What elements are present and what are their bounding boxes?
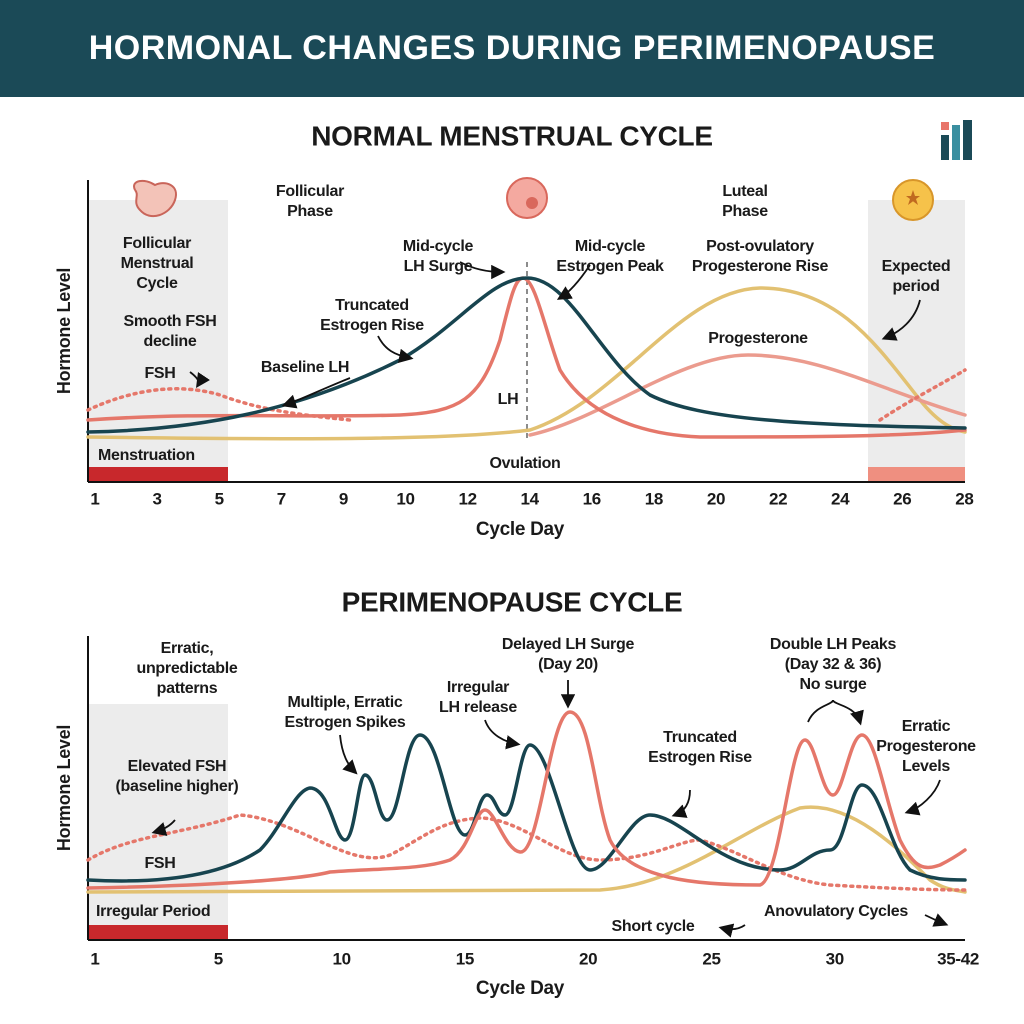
annotation: Delayed LH Surge — [502, 636, 635, 653]
annotation: Progesterone — [708, 330, 808, 347]
annotation: Follicular — [123, 235, 191, 252]
annotation: Double LH Peaks — [770, 636, 897, 653]
estrogen-curve — [86, 710, 967, 890]
menstruation-zone — [88, 200, 228, 482]
annotation: Estrogen Rise — [648, 749, 752, 766]
x-tick-label: 30 — [826, 949, 844, 968]
annotation: Follicular — [276, 183, 344, 200]
lh-curve — [86, 276, 967, 434]
annotation: FSH — [144, 365, 175, 382]
x-axis-label: Cycle Day — [476, 978, 565, 999]
x-tick-label: 35-42 — [937, 949, 979, 968]
header-band — [0, 0, 1024, 97]
annotation: period — [892, 278, 939, 295]
lh-curve — [86, 733, 967, 883]
annotation: Mid-cycle — [403, 238, 474, 255]
annotation: FSH — [144, 855, 175, 872]
annotation: Menstruation — [98, 447, 195, 464]
annotation: Levels — [902, 758, 950, 775]
annotation: Elevated FSH — [128, 758, 227, 775]
annotation: Estrogen Rise — [320, 317, 424, 334]
annotation: Erratic, — [161, 640, 214, 657]
x-tick-label: 1 — [90, 949, 99, 968]
x-tick-label: 7 — [277, 489, 286, 508]
x-tick-label: 5 — [215, 489, 224, 508]
annotation: LH Surge — [404, 258, 473, 275]
annotation: Post-ovulatory — [706, 238, 814, 255]
annotation: Menstrual — [121, 255, 194, 272]
annotation: Mid-cycle — [575, 238, 646, 255]
annotation: LH release — [439, 699, 517, 716]
annotation: Progesterone — [876, 738, 976, 755]
annotation: (Day 32 & 36) — [785, 656, 882, 673]
annotation: Ovulation — [489, 455, 560, 472]
x-tick-label: 15 — [456, 949, 474, 968]
x-axis-label: Cycle Day — [476, 519, 565, 540]
fsh-curve — [86, 813, 967, 892]
annotation: Phase — [287, 203, 333, 220]
x-tick-label: 10 — [332, 949, 350, 968]
arrows — [151, 680, 949, 938]
annotation: Short cycle — [612, 918, 695, 935]
annotation: (baseline higher) — [116, 778, 239, 795]
annotation: Phase — [722, 203, 768, 220]
annotation: patterns — [157, 680, 218, 697]
page-title: HORMONAL CHANGES DURING PERIMENOPAUSE — [89, 29, 936, 67]
x-tick-label: 5 — [214, 949, 223, 968]
chart-title: PERIMENOPAUSE CYCLE — [342, 586, 683, 617]
x-tick-label: 22 — [769, 489, 787, 508]
arrows — [189, 261, 921, 409]
annotation: Truncated — [663, 729, 737, 746]
annotation: Luteal — [722, 183, 767, 200]
annotation: Anovulatory Cycles — [764, 903, 908, 920]
annotation: Truncated — [335, 297, 409, 314]
annotation: LH — [498, 391, 519, 408]
x-tick-label: 12 — [458, 489, 476, 508]
y-axis-label: Hormone Level — [54, 268, 74, 394]
period-bar — [868, 467, 965, 482]
x-tick-label: 16 — [583, 489, 601, 508]
annotation: Baseline LH — [261, 359, 349, 376]
x-tick-label: 26 — [893, 489, 911, 508]
progesterone-curve — [86, 286, 967, 441]
annotation: Irregular — [447, 679, 509, 696]
annotation: Irregular Period — [96, 903, 210, 920]
chart-title: NORMAL MENSTRUAL CYCLE — [311, 120, 712, 151]
x-tick-label: 25 — [702, 949, 720, 968]
x-tick-label: 24 — [831, 489, 850, 508]
menstruation-bar — [88, 467, 228, 482]
annotation: Cycle — [136, 275, 178, 292]
period-zone — [868, 200, 965, 482]
irregular-bar — [88, 925, 228, 940]
annotation: Estrogen Spikes — [285, 714, 406, 731]
annotation: decline — [143, 333, 196, 350]
logo — [941, 120, 972, 160]
annotation: Progesterone Rise — [692, 258, 829, 275]
x-tick-label: 14 — [521, 489, 540, 508]
annotation: (Day 20) — [538, 656, 598, 673]
x-tick-label: 20 — [707, 489, 725, 508]
icons — [133, 177, 934, 221]
x-tick-label: 20 — [579, 949, 597, 968]
x-tick-label: 28 — [955, 489, 973, 508]
irregular-zone — [88, 704, 228, 940]
annotation: unpredictable — [136, 660, 237, 677]
x-tick-label: 3 — [153, 489, 162, 508]
annotation: No surge — [800, 676, 867, 693]
x-tick-label: 9 — [339, 489, 348, 508]
annotation: Estrogen Peak — [556, 258, 664, 275]
y-axis-label: Hormone Level — [54, 725, 74, 851]
annotation: Erratic — [902, 718, 951, 735]
annotation: Smooth FSH — [124, 313, 217, 330]
x-tick-label: 10 — [396, 489, 414, 508]
annotation: Expected — [882, 258, 951, 275]
x-tick-label: 1 — [90, 489, 99, 508]
annotation: Multiple, Erratic — [288, 694, 403, 711]
x-tick-label: 18 — [645, 489, 663, 508]
